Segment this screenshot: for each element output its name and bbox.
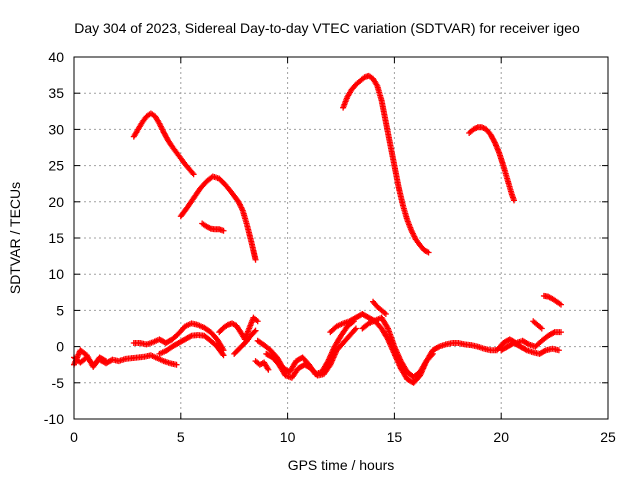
x-tick-label: 10: [280, 429, 296, 445]
y-tick-label: 15: [48, 230, 64, 246]
grid: [74, 57, 608, 419]
y-axis-label: SDTVAR / TECUs: [7, 182, 23, 294]
series-low-3: [130, 320, 227, 354]
trace-marker: [428, 352, 435, 359]
data-point: [254, 318, 261, 325]
series-low-2: [71, 347, 110, 370]
trace-marker: [541, 347, 548, 354]
trace-marker: [524, 340, 531, 347]
trace-marker: [522, 346, 529, 353]
y-tick-label: 35: [48, 85, 64, 101]
data-point: [265, 366, 272, 373]
data-point: [382, 311, 389, 318]
data-point: [190, 171, 197, 178]
x-tick-label: 0: [70, 429, 78, 445]
y-tick-label: 25: [48, 158, 64, 174]
series-arc-f: [540, 292, 565, 308]
series-low-13: [498, 339, 562, 357]
y-tick-label: 20: [48, 194, 64, 210]
series-arc-a: [130, 110, 197, 178]
data-point: [252, 256, 259, 263]
data-point: [555, 347, 562, 354]
data-point: [252, 327, 259, 334]
x-axis-label: GPS time / hours: [288, 457, 395, 473]
trace-marker: [251, 328, 258, 335]
series-low-5: [216, 314, 261, 343]
y-tick-label: 30: [48, 121, 64, 137]
data-point: [173, 361, 180, 368]
data-point: [429, 350, 436, 357]
series-arc-d: [340, 72, 432, 256]
data-point: [538, 325, 545, 332]
trace-marker: [230, 321, 237, 328]
series-arc-g: [530, 318, 545, 332]
data-point: [558, 301, 565, 308]
trace-marker: [351, 326, 358, 333]
y-tick-label: 0: [56, 339, 64, 355]
y-tick-label: 40: [48, 49, 64, 65]
trace-marker: [434, 344, 441, 351]
data-point: [352, 325, 359, 332]
trace-marker: [491, 138, 498, 145]
x-tick-label: 5: [177, 429, 185, 445]
trace-marker: [101, 357, 108, 364]
trace-marker: [550, 329, 557, 336]
series-arc-e: [466, 124, 518, 204]
series-low-9: [263, 325, 359, 381]
series-arc-c: [199, 220, 227, 234]
series-low-6: [231, 327, 259, 357]
data-point: [425, 249, 432, 256]
series-low-10: [327, 311, 565, 386]
x-tick-label: 25: [600, 429, 616, 445]
series-low-11: [359, 314, 436, 381]
trace-marker: [219, 351, 226, 358]
trace-marker: [189, 170, 196, 177]
x-tick-label: 15: [387, 429, 403, 445]
data-point: [511, 197, 518, 204]
data-point: [103, 358, 110, 365]
data-point: [220, 352, 227, 359]
series-low-12: [370, 298, 389, 318]
x-tick-label: 20: [493, 429, 509, 445]
y-tick-label: -10: [44, 411, 64, 427]
y-tick-label: 5: [56, 302, 64, 318]
axis-ticks: 0 5 10 15 20 25 -10 -5 0 5 10 15 20 25 30 35 40: [44, 49, 616, 445]
y-tick-label: 10: [48, 266, 64, 282]
y-tick-label: -5: [52, 375, 65, 391]
data-marks: [71, 72, 565, 386]
chart-title: Day 304 of 2023, Sidereal Day-to-day VTE…: [74, 20, 580, 36]
series-low-4: [156, 332, 227, 359]
trace-marker: [187, 333, 194, 340]
data-point: [558, 329, 565, 336]
series-arc-b: [177, 173, 259, 263]
series-low-7: [252, 358, 272, 373]
data-point: [220, 227, 227, 234]
